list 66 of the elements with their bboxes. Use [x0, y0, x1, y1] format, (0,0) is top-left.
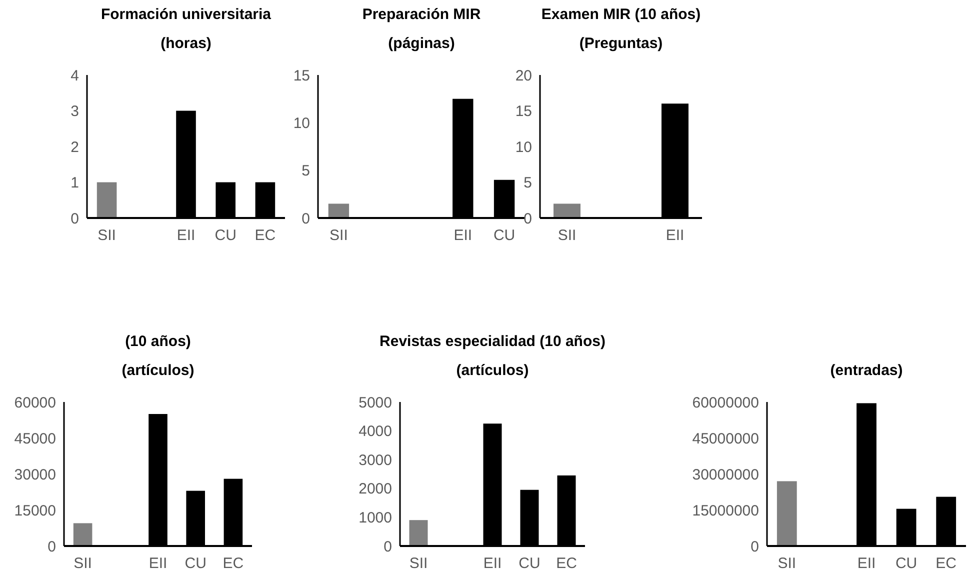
- x-tick-label: EII: [483, 555, 502, 572]
- y-tick-label: 15000: [14, 502, 56, 520]
- y-tick-label: 4: [70, 67, 79, 84]
- y-tick-label: 45000: [14, 430, 56, 448]
- x-tick-label: SII: [778, 555, 796, 572]
- y-tick-label: 4000: [358, 423, 392, 440]
- y-tick-label: 10: [515, 138, 532, 156]
- chart-subtitle: (artículos): [456, 362, 529, 379]
- x-tick-label: SII: [330, 227, 348, 244]
- chart-title: Preparación MIR: [362, 6, 481, 23]
- y-tick-label: 60000000: [692, 394, 759, 412]
- y-tick-label: 0: [750, 538, 759, 556]
- chart-subtitle: (horas): [160, 35, 212, 52]
- x-tick-label: CU: [895, 555, 918, 572]
- y-tick-label: 2000: [358, 480, 392, 498]
- y-tick-label: 30000: [14, 466, 56, 484]
- x-tick-label: CU: [518, 555, 540, 572]
- y-tick-label: 5: [524, 174, 532, 192]
- y-tick-label: 45000000: [692, 430, 759, 448]
- y-tick-label: 0: [70, 210, 79, 228]
- y-tick-label: 15000000: [692, 502, 759, 520]
- y-tick-label: 20: [515, 67, 532, 84]
- y-tick-label: 1: [70, 174, 79, 192]
- x-tick-label: SII: [409, 555, 428, 572]
- chart-subtitle: (páginas): [388, 35, 455, 52]
- y-tick-label: 60000: [14, 394, 56, 412]
- y-tick-label: 10: [293, 114, 310, 132]
- chart-subtitle: (Preguntas): [579, 35, 663, 52]
- x-tick-label: CU: [493, 227, 516, 244]
- x-tick-label: EC: [556, 555, 578, 572]
- y-tick-label: 0: [48, 538, 56, 556]
- y-tick-label: 15: [515, 103, 532, 120]
- x-tick-label: CU: [184, 555, 206, 572]
- chart-title: Formación universitaria: [100, 6, 272, 23]
- bar: [776, 481, 797, 546]
- chart-subtitle: (artículos): [122, 362, 194, 379]
- y-tick-label: 30000000: [692, 466, 759, 484]
- x-tick-label: SII: [98, 227, 116, 244]
- x-tick-label: EC: [222, 555, 244, 572]
- chart-title: Examen MIR (10 años): [541, 6, 701, 23]
- chart-title: Revistas especialidad (10 años): [380, 333, 606, 350]
- x-tick-label: EII: [666, 227, 684, 244]
- y-tick-label: 2: [70, 138, 79, 156]
- x-tick-label: SII: [74, 555, 92, 572]
- x-tick-label: CU: [214, 227, 236, 244]
- x-tick-label: EII: [454, 227, 472, 244]
- bar: [73, 523, 92, 546]
- y-tick-label: 5000: [358, 394, 392, 412]
- y-tick-label: 15: [293, 67, 310, 84]
- y-tick-label: 5: [302, 162, 310, 180]
- y-tick-label: 0: [384, 538, 392, 556]
- y-tick-label: 0: [524, 210, 532, 228]
- chart-title: (10 años): [125, 333, 191, 350]
- y-tick-label: 0: [302, 210, 310, 228]
- bar: [409, 520, 428, 546]
- chart-subtitle: (entradas): [830, 362, 903, 379]
- x-tick-label: EC: [936, 555, 957, 572]
- x-tick-label: SII: [558, 227, 576, 244]
- bar: [328, 204, 350, 218]
- x-tick-label: EII: [148, 555, 168, 572]
- y-tick-label: 3000: [358, 452, 392, 469]
- x-tick-label: EC: [254, 227, 276, 244]
- y-tick-label: 3: [70, 103, 79, 120]
- y-tick-label: 1000: [358, 509, 392, 526]
- x-tick-label: EII: [176, 227, 196, 244]
- x-tick-label: EII: [857, 555, 876, 572]
